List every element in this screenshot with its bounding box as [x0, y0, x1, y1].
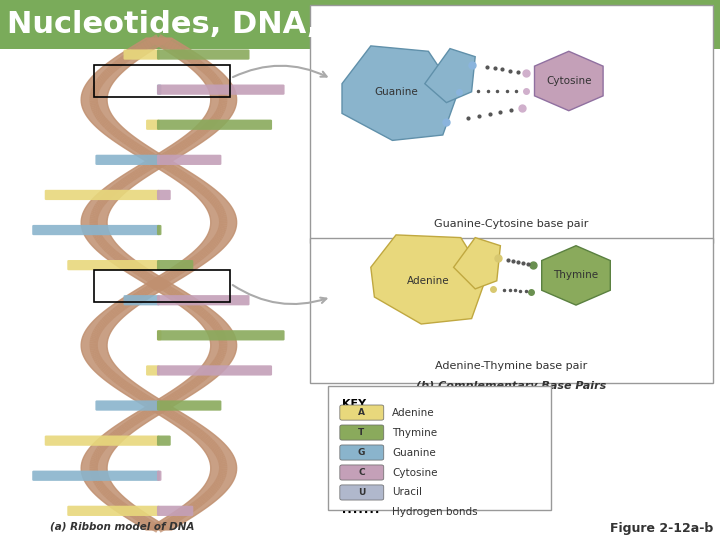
Text: Uracil: Uracil: [392, 488, 423, 497]
Text: Nucleotides, DNA, and RNA: Nucleotides, DNA, and RNA: [7, 10, 477, 39]
FancyBboxPatch shape: [45, 435, 160, 445]
Polygon shape: [541, 246, 611, 305]
FancyBboxPatch shape: [157, 295, 250, 305]
FancyBboxPatch shape: [157, 260, 193, 270]
FancyBboxPatch shape: [340, 405, 384, 420]
FancyBboxPatch shape: [157, 225, 161, 235]
FancyBboxPatch shape: [124, 49, 160, 59]
FancyBboxPatch shape: [340, 465, 384, 480]
Text: Thymine: Thymine: [554, 271, 598, 280]
Polygon shape: [454, 238, 500, 289]
FancyBboxPatch shape: [96, 400, 160, 410]
FancyBboxPatch shape: [95, 154, 160, 165]
FancyBboxPatch shape: [157, 190, 171, 200]
FancyBboxPatch shape: [157, 435, 171, 445]
FancyBboxPatch shape: [157, 400, 222, 410]
FancyBboxPatch shape: [67, 505, 160, 516]
FancyBboxPatch shape: [146, 119, 160, 130]
FancyBboxPatch shape: [32, 471, 160, 481]
FancyBboxPatch shape: [157, 505, 193, 516]
Text: Guanine: Guanine: [374, 87, 418, 97]
FancyBboxPatch shape: [157, 84, 284, 95]
FancyBboxPatch shape: [157, 471, 161, 481]
FancyBboxPatch shape: [157, 330, 284, 340]
Text: Adenine: Adenine: [407, 276, 450, 286]
FancyBboxPatch shape: [157, 365, 272, 376]
FancyBboxPatch shape: [310, 5, 713, 243]
FancyBboxPatch shape: [310, 238, 713, 383]
Text: U: U: [358, 488, 365, 497]
FancyBboxPatch shape: [67, 260, 160, 270]
FancyBboxPatch shape: [0, 0, 720, 49]
FancyBboxPatch shape: [157, 154, 222, 165]
Text: T: T: [359, 428, 364, 437]
Text: Adenine: Adenine: [392, 408, 435, 417]
Text: C: C: [358, 468, 365, 477]
Text: (a) Ribbon model of DNA: (a) Ribbon model of DNA: [50, 522, 195, 531]
FancyBboxPatch shape: [340, 485, 384, 500]
FancyBboxPatch shape: [157, 84, 161, 95]
Text: Figure 2-12a-b: Figure 2-12a-b: [610, 522, 713, 535]
Text: KEY: KEY: [342, 399, 366, 409]
FancyBboxPatch shape: [45, 190, 160, 200]
Polygon shape: [371, 235, 486, 324]
FancyBboxPatch shape: [157, 330, 161, 340]
Text: Hydrogen bonds: Hydrogen bonds: [392, 508, 478, 517]
Text: Thymine: Thymine: [392, 428, 438, 437]
FancyBboxPatch shape: [340, 445, 384, 460]
FancyBboxPatch shape: [328, 386, 551, 510]
Text: Adenine-Thymine base pair: Adenine-Thymine base pair: [435, 361, 588, 371]
Text: Guanine: Guanine: [392, 448, 436, 457]
FancyBboxPatch shape: [157, 119, 272, 130]
FancyBboxPatch shape: [340, 425, 384, 440]
Text: G: G: [358, 448, 365, 457]
Polygon shape: [534, 51, 603, 111]
Polygon shape: [342, 46, 457, 140]
Text: A: A: [358, 408, 365, 417]
FancyBboxPatch shape: [124, 295, 160, 305]
Text: Cytosine: Cytosine: [392, 468, 438, 477]
FancyBboxPatch shape: [157, 49, 250, 59]
Text: (b) Complementary Base Pairs: (b) Complementary Base Pairs: [416, 381, 606, 391]
FancyBboxPatch shape: [146, 365, 160, 376]
Text: Guanine-Cytosine base pair: Guanine-Cytosine base pair: [434, 219, 588, 229]
Polygon shape: [425, 49, 475, 103]
FancyBboxPatch shape: [32, 225, 160, 235]
Text: Cytosine: Cytosine: [546, 76, 592, 86]
